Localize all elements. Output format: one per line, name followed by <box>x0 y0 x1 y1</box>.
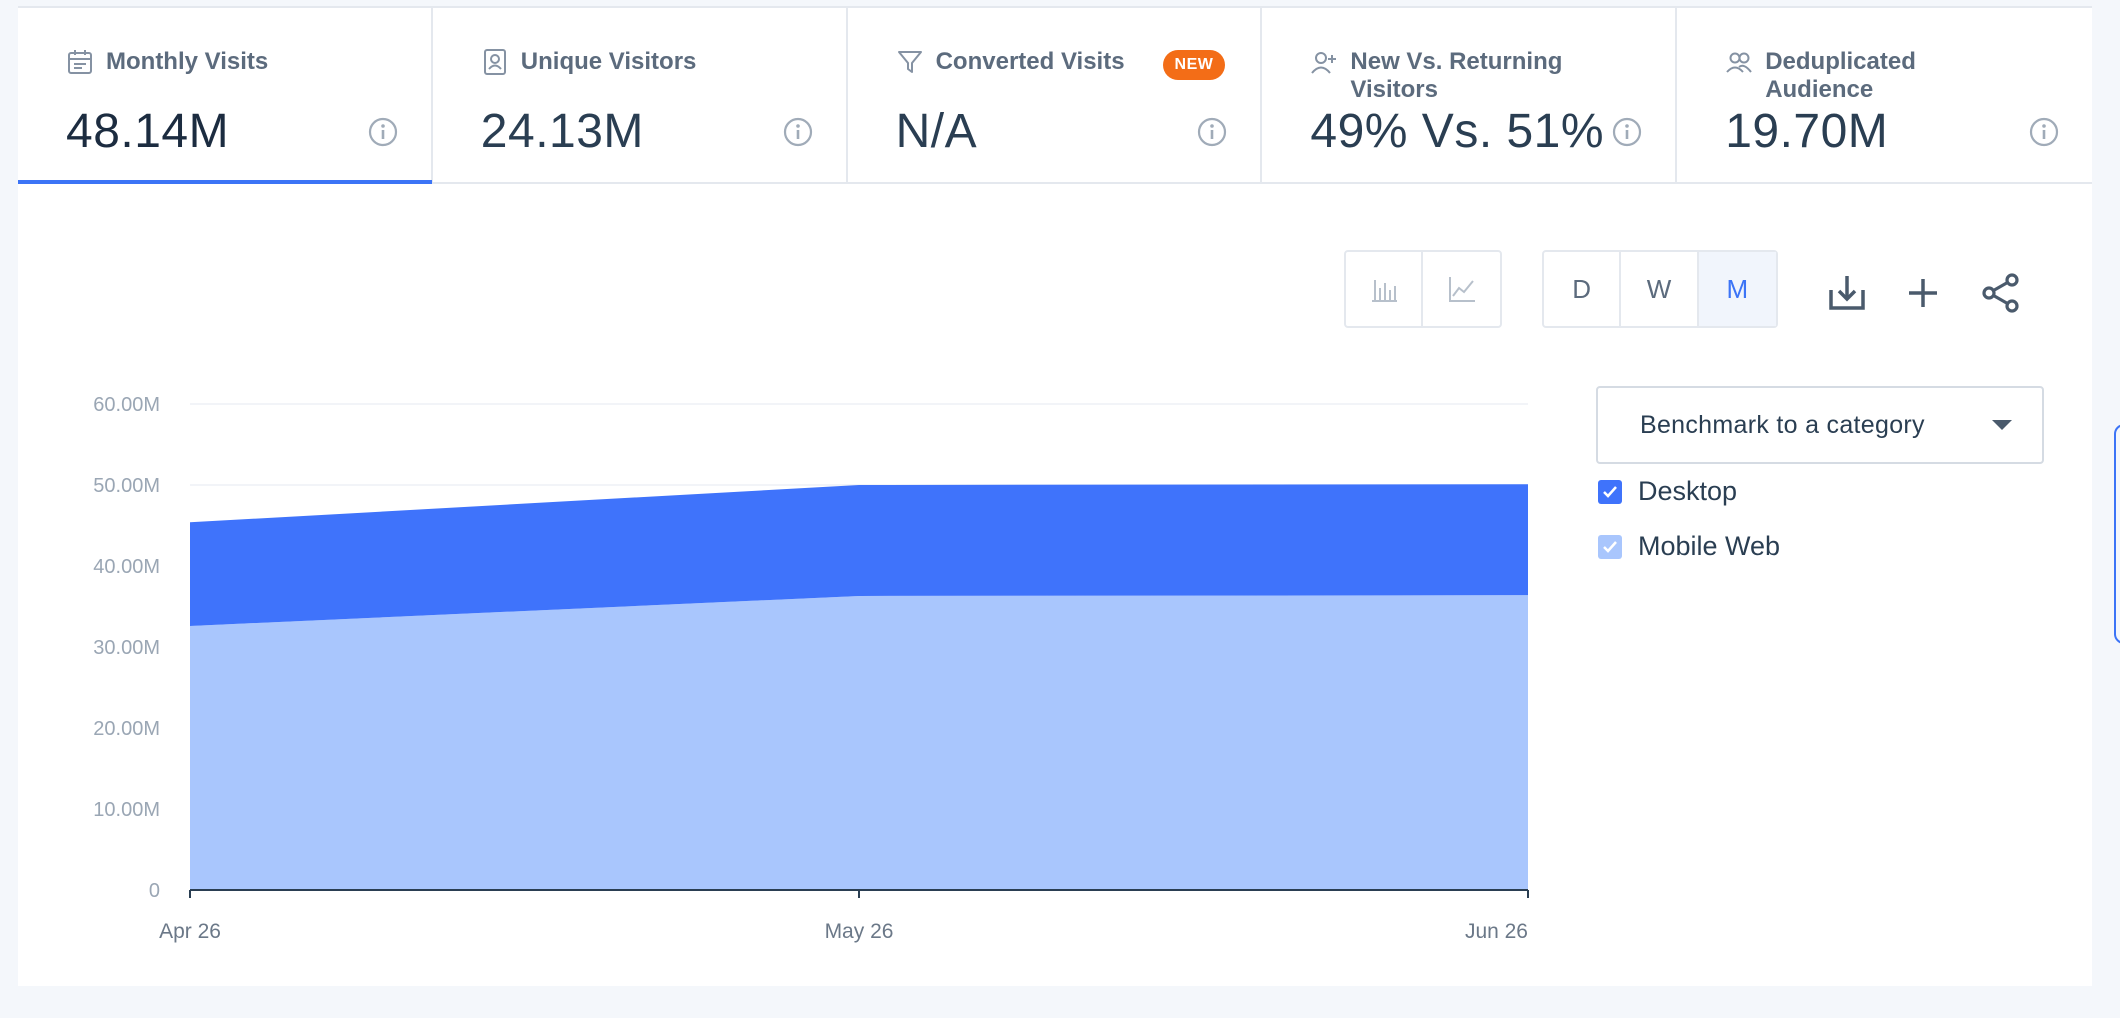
y-tick-label: 0 <box>149 880 160 902</box>
funnel-icon <box>897 51 922 73</box>
side-panel-edge[interactable] <box>2114 424 2120 644</box>
metric-header: Monthly Visits <box>66 48 268 76</box>
calendar-icon <box>68 50 92 74</box>
metric-value: 48.14M <box>66 105 230 158</box>
bar-chart-button[interactable] <box>1346 252 1424 326</box>
user-plus-icon <box>1311 52 1337 74</box>
bar-chart-icon <box>1371 280 1397 302</box>
checkbox-checked-icon <box>1598 479 1622 504</box>
y-tick-label: 30.00M <box>93 637 160 659</box>
info-icon[interactable] <box>367 116 399 148</box>
x-tick-label: Apr 26 <box>159 920 221 943</box>
legend-label: Mobile Web <box>1638 531 1781 561</box>
area-series-desktop <box>190 484 1528 626</box>
legend-item-desktop[interactable]: Desktop <box>1598 476 1737 507</box>
y-tick-label: 40.00M <box>93 556 160 578</box>
download-icon[interactable] <box>1826 272 1868 314</box>
metric-label: Deduplicated Audience <box>1765 48 1916 103</box>
metric-label: Converted Visits <box>935 48 1125 75</box>
metric-label: Unique Visitors <box>520 48 697 75</box>
metric-tab-new-vs-returning[interactable]: New Vs. Returning Visitors 49% Vs. 51% <box>1262 6 1678 182</box>
metric-value: N/A <box>895 105 978 158</box>
benchmark-label: Benchmark to a category <box>1640 410 1925 439</box>
metric-header: Deduplicated Audience <box>1725 48 1995 104</box>
x-tick-label: Jun 26 <box>1465 920 1528 943</box>
metric-tab-monthly-visits[interactable]: Monthly Visits 48.14M <box>18 6 433 184</box>
legend-label: Desktop <box>1638 476 1738 506</box>
granularity-month-button[interactable]: M <box>1698 252 1777 326</box>
y-tick-label: 10.00M <box>93 799 160 821</box>
info-icon[interactable] <box>1611 116 1643 148</box>
metric-header: Converted Visits NEW <box>896 48 1226 80</box>
share-icon[interactable] <box>1980 272 2022 314</box>
legend-item-mobile-web[interactable]: Mobile Web <box>1598 531 1780 562</box>
metric-label: Monthly Visits <box>106 48 269 75</box>
id-badge-icon <box>483 49 506 75</box>
metric-value: 49% Vs. 51% <box>1310 105 1605 158</box>
y-tick-label: 50.00M <box>93 475 160 497</box>
info-icon[interactable] <box>2028 116 2060 148</box>
granularity-day-button[interactable]: D <box>1544 252 1622 326</box>
metric-tab-unique-visitors[interactable]: Unique Visitors 24.13M <box>432 6 848 182</box>
area-series-mobile-web <box>190 595 1528 890</box>
metric-value: 19.70M <box>1725 105 1889 158</box>
x-tick-label: May 26 <box>825 920 894 943</box>
metric-header: Unique Visitors <box>481 48 697 76</box>
line-chart-icon <box>1448 277 1475 302</box>
metric-value: 24.13M <box>480 105 644 158</box>
visits-area-chart: 0 10.00M 20.00M 30.00M 40.00M 50.00M 60.00M Apr… <box>93 394 1529 943</box>
info-icon[interactable] <box>1196 116 1228 148</box>
info-icon[interactable] <box>782 116 814 148</box>
metric-tabs: Monthly Visits 48.14M Unique Visitors 24… <box>18 6 2092 184</box>
add-icon[interactable] <box>1902 272 1944 314</box>
granularity-toggle: D W M <box>1542 250 1778 328</box>
line-chart-button[interactable] <box>1423 252 1500 326</box>
y-tick-label: 60.00M <box>93 394 160 416</box>
chart-type-toggle <box>1344 250 1502 328</box>
y-tick-label: 20.00M <box>93 718 160 740</box>
granularity-week-button[interactable]: W <box>1621 252 1699 326</box>
metric-tab-deduplicated-audience[interactable]: Deduplicated Audience 19.70M <box>1677 6 2092 182</box>
metric-tab-converted-visits[interactable]: Converted Visits NEW N/A <box>847 6 1263 182</box>
users-icon <box>1726 52 1752 73</box>
chevron-down-icon <box>1992 420 2012 430</box>
new-badge: NEW <box>1162 50 1226 80</box>
traffic-card: Monthly Visits 48.14M Unique Visitors 24… <box>18 6 2092 986</box>
metric-header: New Vs. Returning Visitors <box>1310 48 1580 104</box>
benchmark-dropdown[interactable]: Benchmark to a category <box>1596 386 2044 464</box>
metric-label: New Vs. Returning Visitors <box>1350 48 1563 103</box>
checkbox-checked-icon <box>1598 534 1622 559</box>
